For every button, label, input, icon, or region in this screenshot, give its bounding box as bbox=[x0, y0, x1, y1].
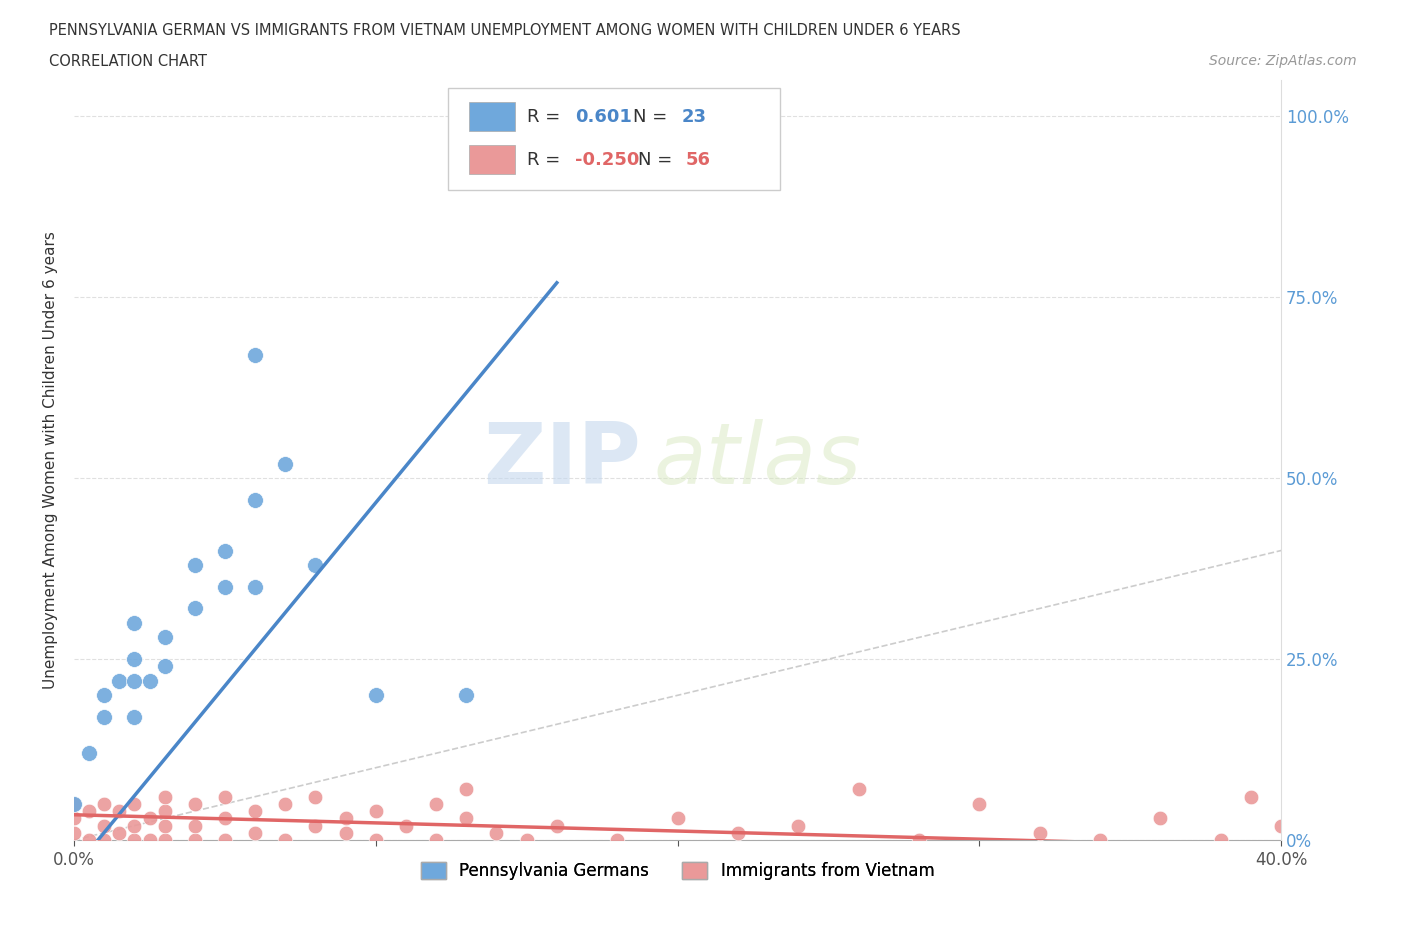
Point bbox=[124, 796, 146, 811]
Point bbox=[153, 804, 176, 818]
Point bbox=[1088, 832, 1111, 847]
Point bbox=[335, 826, 357, 841]
Point bbox=[456, 688, 478, 703]
Point bbox=[1209, 832, 1232, 847]
Point bbox=[1149, 811, 1171, 826]
Point bbox=[93, 818, 115, 833]
Point bbox=[274, 832, 297, 847]
Point bbox=[108, 804, 131, 818]
Point bbox=[546, 818, 568, 833]
Point bbox=[93, 796, 115, 811]
Point bbox=[425, 796, 447, 811]
Point bbox=[243, 804, 266, 818]
Point bbox=[364, 832, 387, 847]
Point bbox=[93, 688, 115, 703]
Point bbox=[335, 811, 357, 826]
Point bbox=[787, 818, 810, 833]
Point bbox=[274, 457, 297, 472]
Point bbox=[214, 790, 236, 804]
Point bbox=[124, 832, 146, 847]
Point bbox=[243, 826, 266, 841]
Point bbox=[77, 746, 100, 761]
Point bbox=[153, 659, 176, 674]
Point bbox=[108, 673, 131, 688]
Point bbox=[214, 832, 236, 847]
Point bbox=[456, 782, 478, 797]
Point bbox=[93, 710, 115, 724]
Point bbox=[124, 652, 146, 667]
Point bbox=[243, 493, 266, 508]
Point bbox=[138, 832, 160, 847]
Point bbox=[304, 558, 326, 573]
Text: Source: ZipAtlas.com: Source: ZipAtlas.com bbox=[1209, 54, 1357, 68]
Point bbox=[138, 673, 160, 688]
Text: PENNSYLVANIA GERMAN VS IMMIGRANTS FROM VIETNAM UNEMPLOYMENT AMONG WOMEN WITH CHI: PENNSYLVANIA GERMAN VS IMMIGRANTS FROM V… bbox=[49, 23, 960, 38]
Y-axis label: Unemployment Among Women with Children Under 6 years: Unemployment Among Women with Children U… bbox=[44, 232, 58, 689]
Text: N =: N = bbox=[638, 151, 678, 169]
Point bbox=[184, 558, 207, 573]
Legend: Pennsylvania Germans, Immigrants from Vietnam: Pennsylvania Germans, Immigrants from Vi… bbox=[412, 854, 942, 889]
Point bbox=[153, 832, 176, 847]
Text: N =: N = bbox=[633, 108, 673, 126]
Point bbox=[184, 818, 207, 833]
Point bbox=[153, 818, 176, 833]
Point bbox=[124, 818, 146, 833]
Point bbox=[364, 688, 387, 703]
Point bbox=[967, 796, 990, 811]
Point bbox=[243, 579, 266, 594]
Point bbox=[184, 601, 207, 616]
Point bbox=[425, 832, 447, 847]
Bar bbox=[468, 102, 515, 131]
Text: 23: 23 bbox=[681, 108, 706, 126]
Point bbox=[727, 826, 749, 841]
Point bbox=[214, 811, 236, 826]
Point bbox=[304, 790, 326, 804]
Point bbox=[153, 790, 176, 804]
Point bbox=[516, 832, 538, 847]
Point bbox=[63, 826, 86, 841]
Point bbox=[108, 826, 131, 841]
Point bbox=[243, 348, 266, 363]
Point bbox=[124, 616, 146, 631]
Point bbox=[848, 782, 870, 797]
Text: R =: R = bbox=[527, 151, 565, 169]
Point bbox=[63, 796, 86, 811]
Text: atlas: atlas bbox=[654, 418, 862, 501]
Point bbox=[138, 811, 160, 826]
Text: -0.250: -0.250 bbox=[575, 151, 640, 169]
Point bbox=[456, 811, 478, 826]
Point bbox=[274, 796, 297, 811]
Point bbox=[395, 818, 418, 833]
Bar bbox=[468, 145, 515, 174]
Point bbox=[1028, 826, 1050, 841]
Point bbox=[93, 832, 115, 847]
Point bbox=[77, 804, 100, 818]
Point bbox=[63, 811, 86, 826]
Point bbox=[666, 811, 689, 826]
FancyBboxPatch shape bbox=[449, 87, 780, 191]
Point bbox=[214, 543, 236, 558]
Text: 0.601: 0.601 bbox=[575, 108, 631, 126]
Point bbox=[1270, 818, 1292, 833]
Text: ZIP: ZIP bbox=[484, 418, 641, 501]
Point bbox=[364, 804, 387, 818]
Point bbox=[485, 826, 508, 841]
Point bbox=[184, 832, 207, 847]
Text: 56: 56 bbox=[686, 151, 711, 169]
Point bbox=[214, 579, 236, 594]
Point bbox=[124, 673, 146, 688]
Point bbox=[77, 832, 100, 847]
Point bbox=[63, 796, 86, 811]
Point bbox=[606, 832, 628, 847]
Point bbox=[153, 630, 176, 644]
Point bbox=[124, 710, 146, 724]
Text: CORRELATION CHART: CORRELATION CHART bbox=[49, 54, 207, 69]
Point bbox=[304, 818, 326, 833]
Point bbox=[184, 796, 207, 811]
Text: R =: R = bbox=[527, 108, 565, 126]
Point bbox=[908, 832, 931, 847]
Point bbox=[1240, 790, 1263, 804]
